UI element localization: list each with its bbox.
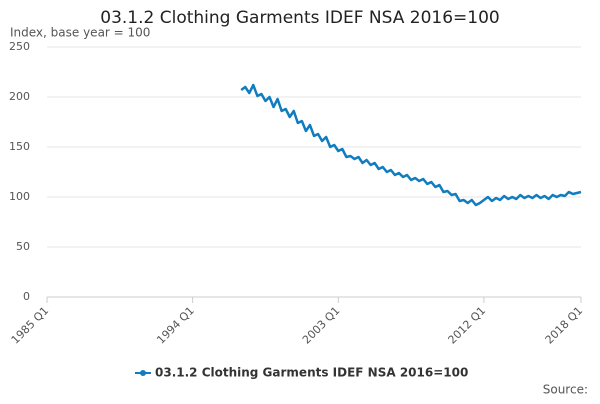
y-tick-label: 250	[9, 40, 30, 53]
source: Source:	[543, 383, 588, 397]
chart-title: 03.1.2 Clothing Garments IDEF NSA 2016=1…	[100, 8, 499, 28]
x-tick-label: 2018 Q1	[543, 304, 586, 347]
legend-label: 03.1.2 Clothing Garments IDEF NSA 2016=1…	[155, 366, 468, 380]
x-tick-label: 2012 Q1	[446, 304, 489, 347]
y-tick-label: 50	[16, 240, 30, 253]
x-tick-label: 1985 Q1	[9, 304, 52, 347]
legend-marker	[140, 370, 146, 376]
x-tick-label: 2003 Q1	[300, 304, 343, 347]
y-tick-label: 200	[9, 90, 30, 103]
y-tick-label: 0	[23, 290, 30, 303]
y-tick-label: 150	[9, 140, 30, 153]
data-line	[240, 83, 582, 207]
chart-subtitle: Index, base year = 100	[10, 26, 150, 40]
x-tick-label: 1994 Q1	[154, 304, 197, 347]
y-tick-label: 100	[9, 190, 30, 203]
